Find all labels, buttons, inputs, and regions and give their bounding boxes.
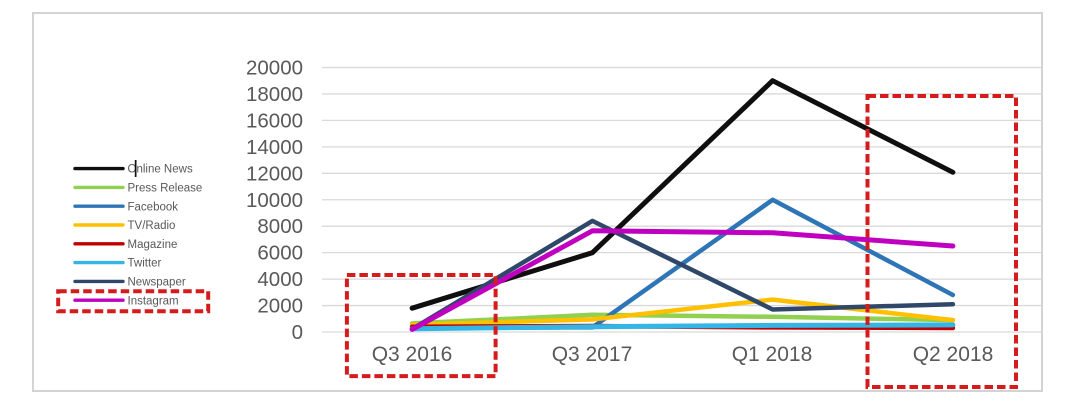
svg-text:Q1 2018: Q1 2018 xyxy=(732,343,813,366)
svg-text:18000: 18000 xyxy=(246,83,303,106)
svg-text:Twitter: Twitter xyxy=(128,258,162,270)
svg-text:Online News: Online News xyxy=(128,164,193,176)
svg-text:Q3 2016: Q3 2016 xyxy=(372,343,453,366)
svg-text:20000: 20000 xyxy=(246,57,303,80)
svg-text:TV/Radio: TV/Radio xyxy=(128,220,176,232)
svg-text:Magazine: Magazine xyxy=(128,239,178,251)
svg-text:8000: 8000 xyxy=(257,215,303,238)
svg-text:12000: 12000 xyxy=(246,162,303,185)
svg-text:Press Release: Press Release xyxy=(128,183,203,195)
svg-text:4000: 4000 xyxy=(257,268,303,291)
svg-text:Q3 2017: Q3 2017 xyxy=(552,343,633,366)
svg-text:Facebook: Facebook xyxy=(128,201,179,213)
svg-text:Instagram: Instagram xyxy=(128,295,179,307)
svg-text:0: 0 xyxy=(292,321,303,344)
svg-text:14000: 14000 xyxy=(246,136,303,159)
svg-text:Q2 2018: Q2 2018 xyxy=(913,343,994,366)
svg-text:16000: 16000 xyxy=(246,109,303,132)
svg-text:Newspaper: Newspaper xyxy=(128,277,186,289)
svg-text:10000: 10000 xyxy=(246,189,303,212)
svg-text:6000: 6000 xyxy=(257,242,303,265)
svg-text:2000: 2000 xyxy=(257,295,303,318)
